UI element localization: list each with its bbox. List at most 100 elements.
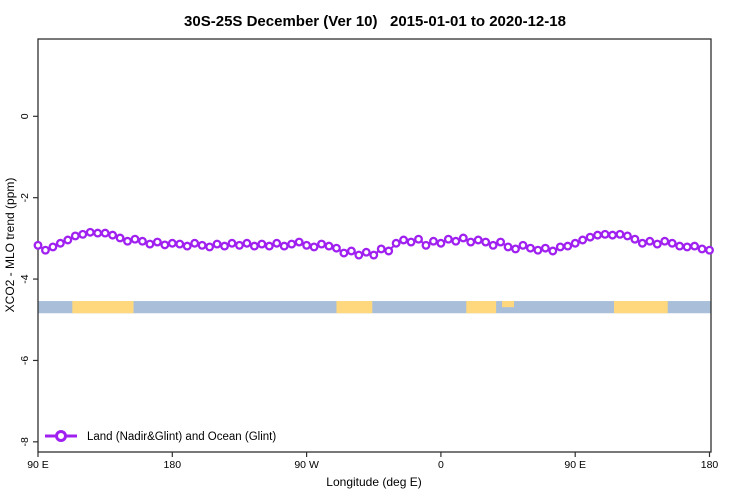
data-point xyxy=(608,230,617,240)
data-point xyxy=(503,242,513,252)
data-point xyxy=(309,242,319,252)
y-tick-label: -2 xyxy=(19,193,31,202)
data-point xyxy=(160,240,170,250)
data-point xyxy=(652,239,662,249)
data-point xyxy=(220,241,229,251)
x-tick-label: 90 W xyxy=(294,459,319,471)
data-point xyxy=(682,242,692,252)
legend-layer: Land (Nadir&Glint) and Ocean (Glint) xyxy=(45,430,276,443)
data-point xyxy=(138,236,147,246)
data-point xyxy=(675,241,685,251)
data-point xyxy=(55,238,65,248)
land-band-segment xyxy=(336,301,373,314)
data-point xyxy=(78,229,88,239)
data-point xyxy=(525,243,535,253)
x-tick-label: 90 E xyxy=(564,459,586,471)
data-point xyxy=(630,234,640,244)
data-point xyxy=(70,231,80,241)
y-axis-title: XCO2 - MLO trend (ppm) xyxy=(3,178,17,313)
x-tick-label: 180 xyxy=(164,459,182,471)
data-point xyxy=(115,233,125,243)
data-point xyxy=(130,234,140,244)
data-point xyxy=(100,228,110,238)
y-tick-label: 0 xyxy=(19,113,31,119)
x-tick-label: 90 E xyxy=(27,459,49,471)
minor-land-segment xyxy=(502,301,515,308)
data-point xyxy=(697,244,707,254)
data-point xyxy=(443,234,453,244)
data-point xyxy=(540,243,550,253)
data-point xyxy=(481,237,491,247)
data-point xyxy=(593,230,603,240)
data-point xyxy=(175,239,185,249)
data-point xyxy=(324,241,334,251)
data-point xyxy=(182,241,192,251)
data-point xyxy=(317,239,326,249)
data-point xyxy=(436,238,446,248)
x-tick-label: 0 xyxy=(438,459,444,471)
data-point xyxy=(167,238,177,248)
data-point xyxy=(690,241,700,251)
data-point xyxy=(458,233,468,243)
data-point xyxy=(354,250,364,260)
data-point xyxy=(152,237,162,247)
data-point xyxy=(242,238,252,248)
data-point xyxy=(578,235,588,245)
data-point xyxy=(212,239,222,249)
data-point xyxy=(93,228,103,238)
plot-box xyxy=(37,38,712,453)
data-point xyxy=(414,234,423,244)
data-point xyxy=(555,242,565,252)
data-point xyxy=(637,238,647,248)
data-point xyxy=(108,230,118,240)
data-point xyxy=(48,242,58,252)
data-point xyxy=(227,238,237,248)
data-point xyxy=(622,231,632,241)
legend-label: Land (Nadir&Glint) and Ocean (Glint) xyxy=(87,431,276,443)
data-point xyxy=(41,245,50,255)
data-point xyxy=(145,239,155,249)
data-point xyxy=(428,236,438,246)
data-point xyxy=(473,235,483,245)
data-point xyxy=(488,240,498,250)
data-point xyxy=(660,236,670,246)
data-point xyxy=(391,238,401,248)
data-point xyxy=(235,240,244,250)
land-band-segment xyxy=(72,301,134,314)
data-point xyxy=(421,240,431,250)
data-point xyxy=(190,238,200,248)
data-point xyxy=(63,235,73,245)
data-point xyxy=(272,238,282,248)
data-point xyxy=(287,239,297,249)
data-point xyxy=(257,239,267,249)
data-point xyxy=(563,241,573,251)
data-point xyxy=(406,237,416,247)
data-point xyxy=(645,236,655,246)
data-point xyxy=(466,237,476,247)
y-tick-label: -4 xyxy=(19,274,31,283)
data-point xyxy=(264,241,274,251)
data-point xyxy=(294,237,304,247)
x-axis-title: Longitude (deg E) xyxy=(326,475,421,489)
data-point xyxy=(399,235,409,245)
data-point xyxy=(205,242,215,252)
data-point xyxy=(615,229,625,239)
data-point xyxy=(548,246,558,256)
y-tick-label: -6 xyxy=(19,356,31,365)
land-band-segment xyxy=(466,301,497,314)
data-point xyxy=(705,245,714,255)
x-tick-label: 180 xyxy=(701,459,719,471)
data-point xyxy=(369,250,379,260)
data-point xyxy=(496,237,506,247)
data-point xyxy=(123,236,132,246)
data-point xyxy=(376,244,386,254)
data-point xyxy=(85,227,95,237)
land-ocean-band-layer xyxy=(38,301,711,314)
data-point xyxy=(339,248,349,258)
legend-marker-sample xyxy=(55,430,67,442)
data-point xyxy=(533,245,543,255)
data-point xyxy=(511,244,520,254)
data-point xyxy=(33,240,43,250)
